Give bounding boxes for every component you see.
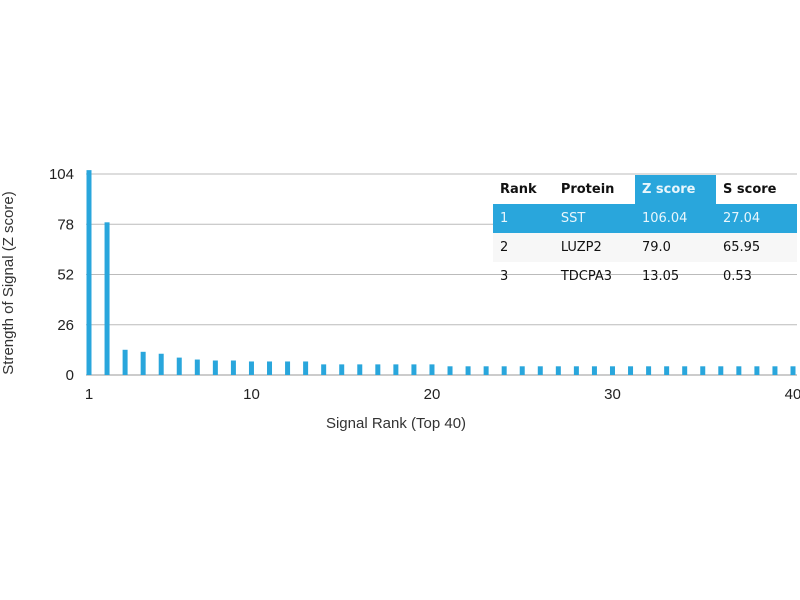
bar (591, 366, 597, 375)
y-tick-label: 0 (66, 367, 74, 384)
bar (357, 364, 363, 375)
bar (573, 366, 579, 375)
cell-s-score: 0.53 (722, 269, 752, 284)
bar (736, 366, 742, 375)
x-tick-label: 10 (243, 386, 260, 403)
top-proteins-table: Rank Protein Z score S score 1 SST 106.04 2… (493, 175, 797, 291)
cell-protein: TDCPA3 (560, 269, 613, 284)
bar (519, 366, 525, 375)
table-row: 1 SST 106.04 27.04 (493, 204, 797, 233)
bar (483, 366, 489, 375)
bar (447, 366, 453, 375)
cell-protein: SST (553, 204, 635, 233)
x-tick-label: 20 (424, 386, 441, 403)
bar (230, 360, 236, 375)
bar (754, 366, 760, 375)
bar (158, 353, 164, 375)
bar (501, 366, 507, 375)
bar (609, 366, 615, 375)
header-protein: Protein (553, 175, 635, 204)
bar (86, 170, 92, 375)
bar (537, 366, 543, 375)
bar (194, 359, 200, 375)
bar (718, 366, 724, 375)
bar (393, 364, 399, 375)
cell-z-score: 79.0 (634, 233, 716, 262)
table-row: 2 LUZP2 79.0 65.95 (493, 233, 797, 262)
y-tick-label: 26 (57, 317, 74, 334)
cell-protein: LUZP2 (553, 233, 635, 262)
bar (339, 364, 345, 375)
x-tick-label: 30 (604, 386, 621, 403)
table-header-row: Rank Protein Z score S score (493, 175, 797, 204)
bar (176, 357, 182, 375)
bar (321, 364, 327, 375)
cell-z-score: 106.04 (634, 204, 716, 233)
x-tick-label: 40 (785, 386, 800, 403)
bar (700, 366, 706, 375)
bar (212, 360, 218, 375)
bar (375, 364, 381, 375)
bar (411, 364, 417, 375)
y-tick-label: 104 (49, 166, 74, 183)
y-tick-label: 52 (57, 267, 74, 284)
cell-rank: 3 (500, 269, 509, 284)
bar (646, 366, 652, 375)
bar (429, 364, 435, 375)
cell-rank: 2 (493, 233, 554, 262)
table-row: 3 TDCPA3 13.05 0.53 (493, 262, 797, 291)
bar (140, 351, 146, 375)
x-tick-label: 1 (85, 386, 93, 403)
bar (664, 366, 670, 375)
bar (267, 361, 273, 375)
cell-rank: 1 (493, 204, 554, 233)
header-rank: Rank (493, 175, 554, 204)
cell-s-score: 65.95 (715, 233, 797, 262)
bar (248, 361, 254, 375)
bar (555, 366, 561, 375)
bar (682, 366, 688, 375)
bar (285, 361, 291, 375)
cell-s-score: 27.04 (715, 204, 797, 233)
x-axis-label: Signal Rank (Top 40) (326, 415, 466, 432)
cell-z-score: 13.05 (641, 269, 680, 284)
header-z-score: Z score (634, 175, 716, 204)
bar (628, 366, 634, 375)
bar (104, 222, 110, 375)
bar (465, 366, 471, 375)
y-tick-label: 78 (57, 216, 74, 233)
bar (772, 366, 778, 375)
header-s-score: S score (715, 175, 797, 204)
bar (122, 349, 128, 375)
y-axis-label: Strength of Signal (Z score) (0, 191, 17, 374)
bar (303, 361, 309, 375)
bar (790, 366, 796, 375)
